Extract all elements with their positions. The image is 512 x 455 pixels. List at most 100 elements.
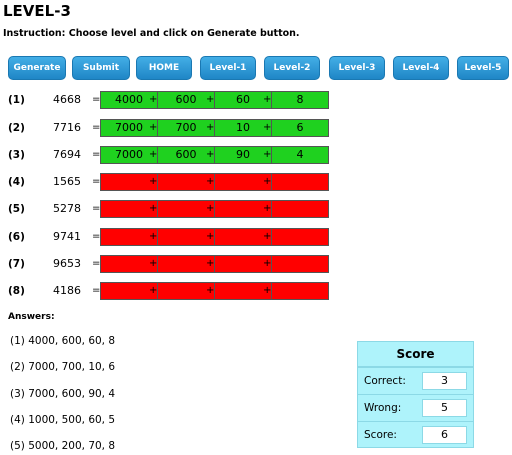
generate-button[interactable]: Generate (8, 56, 66, 80)
problem-row: (3) 7694 = 7000 + 600 + 90 + 4 (0, 145, 512, 165)
level-3-button[interactable]: Level-3 (329, 56, 385, 80)
equals-sign: = (92, 285, 101, 296)
wrong-count: 5 (422, 399, 467, 417)
plus-sign: + (263, 203, 272, 214)
answer-item: (5) 5000, 200, 70, 8 (10, 440, 116, 452)
row-number: 9653 (53, 257, 81, 270)
answer-box[interactable] (271, 200, 329, 218)
plus-sign: + (263, 176, 272, 187)
row-index: (8) (8, 285, 25, 297)
plus-sign: + (149, 149, 158, 160)
answer-box[interactable]: 600 (157, 91, 215, 109)
score-value: 6 (422, 426, 467, 444)
answer-box[interactable]: 600 (157, 146, 215, 164)
equals-sign: = (92, 258, 101, 269)
level-1-button[interactable]: Level-1 (200, 56, 256, 80)
row-number: 7694 (53, 148, 81, 161)
problem-row: (4) 1565 = + + + (0, 172, 512, 192)
wrong-label: Wrong: (364, 402, 402, 414)
plus-sign: + (263, 285, 272, 296)
plus-sign: + (149, 94, 158, 105)
row-index: (2) (8, 122, 25, 134)
plus-sign: + (206, 122, 215, 133)
equals-sign: = (92, 94, 101, 105)
equals-sign: = (92, 231, 101, 242)
row-index: (7) (8, 258, 25, 270)
plus-sign: + (206, 258, 215, 269)
plus-sign: + (263, 231, 272, 242)
plus-sign: + (149, 231, 158, 242)
plus-sign: + (149, 285, 158, 296)
answer-box[interactable] (271, 255, 329, 273)
score-row: Score: 6 (358, 421, 473, 449)
score-panel: Score Correct: 3 Wrong: 5 Score: 6 (357, 341, 474, 448)
answer-box[interactable]: 6 (271, 119, 329, 137)
row-index: (6) (8, 231, 25, 243)
row-number: 9741 (53, 230, 81, 243)
answer-item: (4) 1000, 500, 60, 5 (10, 414, 116, 426)
row-index: (4) (8, 176, 25, 188)
answer-box[interactable]: 7000 (100, 146, 158, 164)
row-number: 4186 (53, 284, 81, 297)
row-index: (3) (8, 149, 25, 161)
answer-box[interactable]: 7000 (100, 119, 158, 137)
answer-box[interactable]: 700 (157, 119, 215, 137)
plus-sign: + (206, 176, 215, 187)
answer-item: (3) 7000, 600, 90, 4 (10, 388, 116, 400)
level-5-button[interactable]: Level-5 (457, 56, 509, 80)
problem-row: (6) 9741 = + + + (0, 227, 512, 247)
equals-sign: = (92, 176, 101, 187)
page-title: LEVEL-3 (3, 2, 71, 20)
row-index: (5) (8, 203, 25, 215)
answer-box[interactable] (271, 173, 329, 191)
answer-box[interactable]: 90 (214, 146, 272, 164)
plus-sign: + (263, 149, 272, 160)
row-number: 5278 (53, 202, 81, 215)
answer-item: (1) 4000, 600, 60, 8 (10, 335, 116, 347)
equals-sign: = (92, 203, 101, 214)
correct-count: 3 (422, 372, 467, 390)
toolbar: Generate Submit HOME Level-1 Level-2 Lev… (8, 56, 509, 80)
problem-row: (8) 4186 = + + + (0, 281, 512, 301)
score-title: Score (358, 342, 473, 367)
plus-sign: + (263, 122, 272, 133)
plus-sign: + (206, 231, 215, 242)
level-4-button[interactable]: Level-4 (393, 56, 449, 80)
instruction-text: Instruction: Choose level and click on G… (3, 28, 300, 39)
problem-row: (2) 7716 = 7000 + 700 + 10 + 6 (0, 118, 512, 138)
answer-box[interactable]: 4000 (100, 91, 158, 109)
plus-sign: + (149, 122, 158, 133)
home-button[interactable]: HOME (136, 56, 192, 80)
problem-row: (1) 4668 = 4000 + 600 + 60 + 8 (0, 90, 512, 110)
correct-label: Correct: (364, 375, 406, 387)
row-number: 4668 (53, 93, 81, 106)
level-2-button[interactable]: Level-2 (264, 56, 320, 80)
plus-sign: + (149, 176, 158, 187)
answer-box[interactable]: 4 (271, 146, 329, 164)
plus-sign: + (149, 203, 158, 214)
correct-row: Correct: 3 (358, 367, 473, 395)
wrong-row: Wrong: 5 (358, 394, 473, 422)
answer-box[interactable]: 8 (271, 91, 329, 109)
problem-row: (7) 9653 = + + + (0, 254, 512, 274)
row-index: (1) (8, 94, 25, 106)
answers-label: Answers: (8, 312, 55, 322)
plus-sign: + (206, 203, 215, 214)
plus-sign: + (206, 94, 215, 105)
answer-box[interactable]: 60 (214, 91, 272, 109)
plus-sign: + (263, 258, 272, 269)
plus-sign: + (206, 149, 215, 160)
submit-button[interactable]: Submit (72, 56, 130, 80)
plus-sign: + (263, 94, 272, 105)
score-label: Score: (364, 429, 397, 441)
problem-row: (5) 5278 = + + + (0, 199, 512, 219)
row-number: 7716 (53, 121, 81, 134)
answer-box[interactable] (271, 228, 329, 246)
answer-box[interactable] (271, 282, 329, 300)
answer-item: (2) 7000, 700, 10, 6 (10, 361, 116, 373)
equals-sign: = (92, 149, 101, 160)
equals-sign: = (92, 122, 101, 133)
plus-sign: + (206, 285, 215, 296)
plus-sign: + (149, 258, 158, 269)
row-number: 1565 (53, 175, 81, 188)
